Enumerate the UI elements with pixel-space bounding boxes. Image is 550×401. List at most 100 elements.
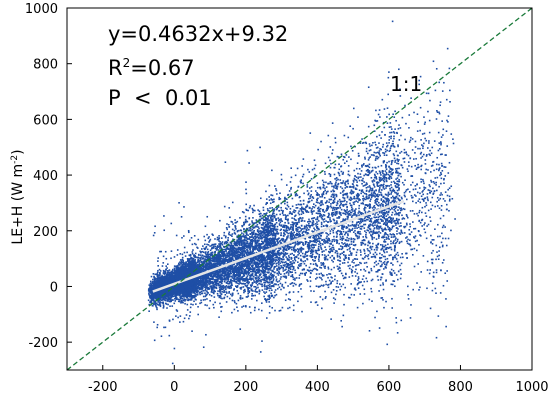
data-point — [305, 264, 307, 267]
data-point — [333, 198, 336, 201]
data-point — [384, 255, 386, 258]
data-point — [301, 272, 304, 275]
data-point — [426, 198, 429, 200]
data-point — [390, 240, 392, 243]
data-point — [272, 258, 275, 260]
data-point — [323, 197, 326, 199]
data-point — [162, 255, 165, 258]
data-point — [360, 269, 362, 271]
data-point — [214, 247, 217, 250]
data-point — [196, 261, 199, 264]
data-point — [381, 98, 384, 101]
data-point — [392, 280, 394, 282]
data-point — [370, 256, 373, 258]
data-point — [292, 249, 295, 252]
data-point — [285, 215, 287, 217]
data-point — [426, 225, 428, 227]
data-point — [391, 161, 393, 164]
data-point — [374, 231, 377, 234]
data-point — [268, 199, 271, 201]
data-point — [353, 294, 356, 296]
data-point — [272, 212, 274, 215]
data-point — [251, 207, 254, 210]
data-point — [254, 244, 256, 246]
data-point — [368, 220, 371, 222]
data-point — [207, 252, 209, 254]
data-point — [316, 192, 318, 194]
data-point — [213, 278, 216, 281]
data-point — [432, 276, 435, 278]
data-point — [424, 222, 426, 224]
data-point — [375, 253, 378, 256]
data-point — [331, 280, 334, 282]
data-point — [299, 203, 301, 206]
data-point — [319, 214, 321, 217]
data-point — [409, 157, 412, 159]
data-point — [343, 262, 346, 264]
data-point — [387, 247, 390, 250]
data-point — [300, 258, 302, 261]
data-point — [331, 185, 333, 188]
data-point — [439, 217, 442, 220]
data-point — [280, 173, 283, 176]
data-point — [405, 213, 408, 216]
data-point — [299, 241, 301, 243]
data-point — [440, 162, 443, 165]
data-point — [204, 289, 206, 292]
data-point — [369, 218, 372, 220]
data-point — [407, 154, 410, 157]
data-point — [229, 251, 232, 253]
data-point — [215, 275, 217, 278]
data-point — [400, 175, 402, 178]
data-point — [325, 186, 328, 188]
data-point — [389, 216, 391, 218]
data-point — [389, 271, 391, 273]
data-point — [324, 265, 326, 268]
data-point — [288, 306, 291, 309]
data-point — [423, 186, 425, 189]
data-point — [149, 289, 152, 292]
data-point — [285, 293, 288, 296]
data-point — [417, 163, 419, 166]
data-point — [192, 258, 194, 261]
data-point — [346, 160, 348, 163]
data-point — [181, 261, 183, 264]
data-point — [392, 236, 395, 238]
data-point — [423, 132, 426, 135]
data-point — [214, 238, 216, 240]
data-point — [313, 210, 315, 212]
data-point — [227, 223, 230, 226]
data-point — [261, 263, 264, 266]
data-point — [206, 215, 209, 218]
data-point — [324, 187, 326, 190]
data-point — [340, 153, 343, 156]
data-point — [258, 232, 261, 235]
data-point — [369, 198, 372, 201]
data-point — [231, 295, 233, 297]
data-point — [344, 187, 347, 189]
data-point — [375, 178, 378, 180]
data-point — [213, 289, 215, 292]
data-point — [223, 275, 225, 278]
data-point — [329, 217, 331, 219]
data-point — [374, 219, 376, 222]
data-point — [352, 191, 355, 193]
data-point — [207, 250, 210, 253]
data-point — [205, 283, 208, 285]
data-point — [292, 267, 295, 270]
data-point — [423, 142, 425, 145]
data-point — [219, 263, 222, 265]
data-point — [180, 265, 182, 267]
data-point — [181, 256, 184, 259]
data-point — [379, 205, 382, 207]
data-point — [223, 289, 225, 292]
data-point — [380, 174, 382, 176]
data-point — [166, 271, 169, 274]
data-point — [432, 60, 435, 63]
data-point — [278, 249, 281, 252]
data-point — [398, 172, 401, 175]
data-point — [392, 195, 394, 198]
data-point — [280, 241, 282, 244]
data-point — [405, 198, 408, 201]
data-point — [333, 240, 336, 243]
